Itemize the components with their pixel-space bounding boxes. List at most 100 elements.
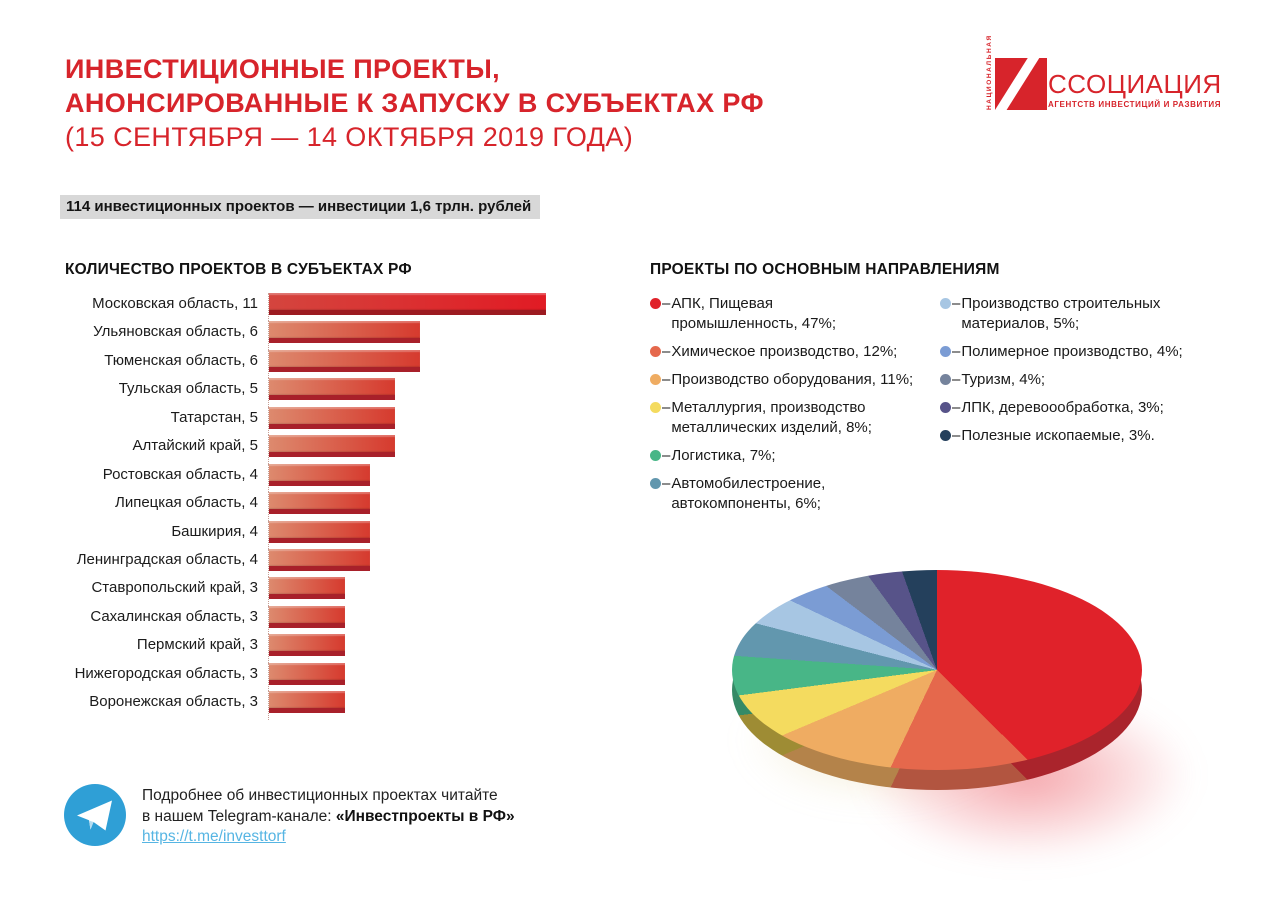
- bar-label: Татарстан, 5: [170, 408, 258, 426]
- bar: [269, 378, 395, 401]
- bar-chart-title: КОЛИЧЕСТВО ПРОЕКТОВ В СУБЪЕКТАХ РФ: [65, 261, 412, 278]
- legend-dash: –: [952, 427, 961, 444]
- legend-label: Туризм, 4%;: [961, 370, 1045, 390]
- bar: [269, 321, 420, 344]
- title-line-1: ИНВЕСТИЦИОННЫЕ ПРОЕКТЫ,: [65, 54, 501, 84]
- logo-sub-text: АГЕНТСТВ ИНВЕСТИЦИЙ И РАЗВИТИЯ: [1048, 100, 1222, 109]
- legend-label-line: Автомобилестроение,: [671, 475, 826, 492]
- bar-row: Ленинградская область, 4: [65, 548, 625, 578]
- legend-label-line: ЛПК, деревоообработка, 3%;: [961, 399, 1164, 416]
- legend-item: – Туризм, 4%;: [940, 370, 1222, 390]
- footer-line-2: в нашем Telegram-канале: «Инвестпроекты …: [142, 807, 515, 828]
- legend-label: АПК, Пищевая промышленность, 47%;: [671, 294, 836, 334]
- legend-item: – Производство строительных материалов, 5%…: [940, 294, 1222, 334]
- bar-row: Ульяновская область, 6: [65, 321, 625, 350]
- bar-row: Сахалинская область, 3: [65, 605, 625, 635]
- bar-row: Тульская область, 5: [65, 378, 625, 407]
- bar-row: Татарстан, 5: [65, 406, 625, 436]
- telegram-icon: [64, 784, 126, 846]
- bar-label: Башкирия, 4: [171, 522, 258, 540]
- bar-label: Нижегородская область, 3: [74, 664, 258, 682]
- legend-label-line: Производство оборудования, 11%;: [671, 371, 914, 388]
- bar: [269, 520, 370, 543]
- bar-track: [268, 492, 625, 521]
- legend-label: Производство оборудования, 11%;: [671, 370, 913, 390]
- legend-label-line: Производство строительных: [961, 295, 1161, 312]
- bar: [269, 406, 395, 429]
- footer-line-1: Подробнее об инвестиционных проектах чит…: [142, 787, 498, 804]
- legend-dash: –: [662, 475, 671, 492]
- bar-label: Ставропольский край, 3: [91, 579, 258, 597]
- legend-label: Логистика, 7%;: [671, 446, 775, 466]
- legend-label-line: металлических изделий, 8%;: [671, 419, 872, 436]
- bar-chart: Московская область, 11 Ульяновская област…: [65, 293, 625, 720]
- legend-label: Металлургия, производство металлических и…: [671, 398, 872, 438]
- bar-label: Пермский край, 3: [136, 636, 258, 654]
- pie-chart: [712, 460, 1192, 900]
- legend-dash: –: [662, 295, 671, 312]
- legend-label-line: Туризм, 4%;: [961, 371, 1046, 388]
- pie-chart-title: ПРОЕКТЫ ПО ОСНОВНЫМ НАПРАВЛЕНИЯМ: [650, 261, 1000, 278]
- legend-label-line: автокомпоненты, 6%;: [671, 495, 821, 512]
- legend-dash: –: [662, 343, 671, 360]
- bar-track: [268, 321, 625, 350]
- logo-vertical-text: НАЦИОНАЛЬНАЯ: [986, 34, 993, 110]
- bar-track: [268, 662, 625, 692]
- bar-track: [268, 406, 625, 436]
- legend-dot-icon: [650, 346, 661, 357]
- legend-item: – Химическое производство, 12%;: [650, 342, 932, 362]
- bar-row: Ставропольский край, 3: [65, 577, 625, 606]
- legend-label-line: Металлургия, производство: [671, 399, 866, 416]
- legend-label: Полезные ископаемые, 3%.: [961, 426, 1154, 446]
- telegram-link[interactable]: https://t.me/investtorf: [142, 828, 286, 845]
- legend-label-line: АПК, Пищевая: [671, 295, 773, 312]
- bar-label: Тульская область, 5: [118, 380, 258, 398]
- bar-row: Пермский край, 3: [65, 634, 625, 663]
- bar-row: Ростовская область, 4: [65, 463, 625, 493]
- bar-row: Воронежская область, 3: [65, 691, 625, 720]
- bar-track: [268, 378, 625, 407]
- bar-row: Московская область, 11: [65, 293, 625, 322]
- bar-label: Московская область, 11: [92, 295, 258, 312]
- legend-item: – Полезные ископаемые, 3%.: [940, 426, 1222, 446]
- bar: [269, 577, 345, 600]
- legend-dot-icon: [940, 402, 951, 413]
- bar: [269, 435, 395, 458]
- bar-label: Ленинградская область, 4: [76, 550, 258, 568]
- legend-label-line: Полезные ископаемые, 3%.: [961, 427, 1155, 444]
- legend-item: – ЛПК, деревоообработка, 3%;: [940, 398, 1222, 418]
- footer-line-2-prefix: в нашем Telegram-канале:: [142, 807, 336, 825]
- bar: [269, 349, 420, 372]
- bar-track: [268, 435, 625, 464]
- bar: [269, 293, 546, 315]
- legend-dash: –: [662, 371, 671, 388]
- telegram-channel-name: «Инвестпроекты в РФ»: [335, 807, 515, 825]
- legend-label-line: промышленность, 47%;: [671, 315, 836, 332]
- bar-label: Тюменская область, 6: [104, 351, 258, 369]
- bar-row: Тюменская область, 6: [65, 349, 625, 379]
- bar-row: Нижегородская область, 3: [65, 662, 625, 692]
- bar-label: Алтайский край, 5: [132, 437, 258, 455]
- bar: [269, 662, 345, 685]
- bar-label: Сахалинская область, 3: [90, 607, 258, 625]
- legend-dot-icon: [650, 374, 661, 385]
- legend-label: Полимерное производство, 4%;: [961, 342, 1182, 362]
- bar-track: [268, 463, 625, 493]
- legend-dash: –: [952, 371, 961, 388]
- bar-row: Липецкая область, 4: [65, 492, 625, 521]
- legend-dot-icon: [940, 298, 951, 309]
- bar-track: [268, 349, 625, 379]
- legend-dot-icon: [940, 430, 951, 441]
- bar: [269, 691, 345, 714]
- legend-dash: –: [662, 399, 671, 416]
- legend-item: – Металлургия, производство металлических …: [650, 398, 932, 438]
- bar-track: [268, 548, 625, 578]
- legend-dot-icon: [650, 298, 661, 309]
- bar-track: [268, 577, 625, 606]
- title-line-2: АНОНСИРОВАННЫЕ К ЗАПУСКУ В СУБЪЕКТАХ РФ: [65, 88, 764, 118]
- summary-badge: 114 инвестиционных проектов — инвестиции…: [60, 195, 541, 219]
- bar: [269, 605, 345, 628]
- logo-a-mark-icon: [995, 58, 1047, 110]
- legend-dot-icon: [650, 450, 661, 461]
